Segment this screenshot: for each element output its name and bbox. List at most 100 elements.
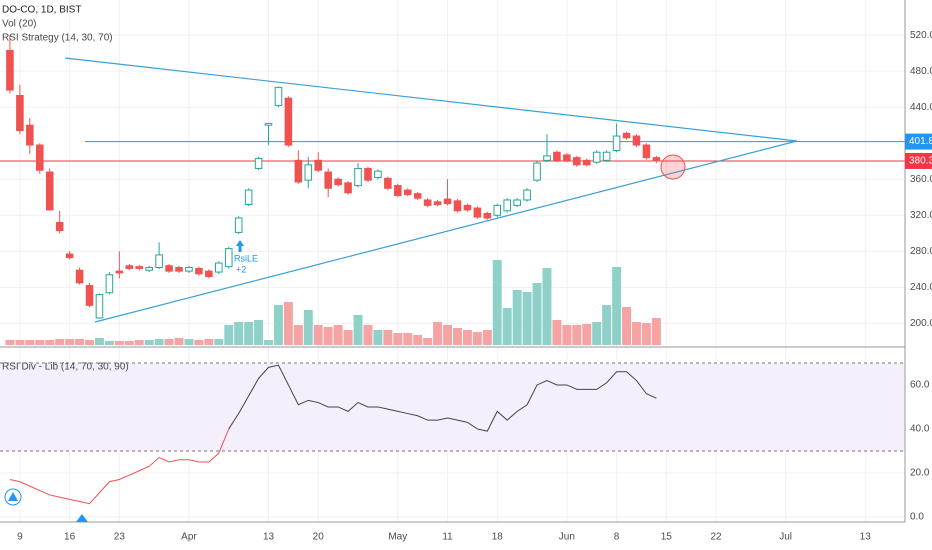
candle-body <box>433 201 442 205</box>
y-tick-label: 520.0 <box>910 30 932 41</box>
x-tick-label: Apr <box>181 532 197 543</box>
volume-bar <box>383 330 393 345</box>
x-tick-label: 18 <box>492 532 504 543</box>
volume-bar <box>343 330 353 345</box>
volume-bar <box>462 330 472 345</box>
volume-bar <box>472 332 482 345</box>
candle-body <box>125 265 134 269</box>
candle-body <box>205 270 213 278</box>
volume-bar <box>413 335 423 345</box>
volume-bar <box>592 322 602 345</box>
volume-bar <box>154 339 164 345</box>
volume-bar <box>5 340 15 345</box>
trend-line <box>64 57 798 142</box>
candle-body <box>324 171 332 189</box>
volume-bar <box>25 340 35 345</box>
candle-body <box>85 285 94 306</box>
volume-bar <box>134 340 144 345</box>
y-tick-label: 0.0 <box>910 512 924 523</box>
volume-bar <box>293 325 303 345</box>
volume-bar <box>393 333 403 345</box>
candle-body <box>443 198 452 205</box>
candle-body <box>403 189 412 196</box>
candle-body <box>6 49 14 91</box>
candle-body <box>254 158 263 169</box>
candle-body <box>75 269 84 284</box>
marker-circle <box>660 154 686 180</box>
x-tick-label: Jun <box>559 532 575 543</box>
y-tick-label: 20.0 <box>910 468 930 479</box>
volume-bar <box>55 339 65 345</box>
rsi-band <box>0 362 905 451</box>
volume-bar <box>75 339 85 345</box>
volume-bar <box>333 325 343 345</box>
y-tick-label: 40.0 <box>910 424 930 435</box>
candle-body <box>115 270 124 274</box>
volume-bar <box>562 325 572 345</box>
volume-bar <box>104 341 114 345</box>
candle-body <box>533 162 541 181</box>
volume-bar <box>512 290 522 345</box>
signal-label: RsiLE <box>234 253 258 263</box>
x-tick-label: 13 <box>860 532 872 543</box>
volume-bar <box>184 339 194 345</box>
candle-body <box>354 167 362 187</box>
candle-body <box>473 207 482 218</box>
volume-bar <box>114 341 124 345</box>
candle-body <box>493 204 502 216</box>
volume-bar <box>622 307 632 345</box>
candle-body <box>642 144 651 159</box>
volume-bar <box>94 338 104 345</box>
candle-body <box>35 144 44 171</box>
trend-line <box>94 140 798 323</box>
candle-body <box>413 193 422 199</box>
volume-bar <box>373 330 383 345</box>
y-tick-label: 240.0 <box>910 282 932 293</box>
candle-body <box>55 221 64 232</box>
chart-title: DO-CO, 1D, BIST <box>2 5 81 16</box>
x-tick-label: 16 <box>64 532 76 543</box>
volume-bar <box>45 340 55 345</box>
x-tick-label: 8 <box>614 532 620 543</box>
x-tick-label: May <box>388 532 407 543</box>
volume-bar <box>582 324 592 345</box>
candle-body <box>394 185 402 196</box>
volume-bar <box>502 308 512 345</box>
volume-bar <box>283 302 293 345</box>
candle-body <box>582 159 591 166</box>
candle-body <box>652 157 661 162</box>
volume-bar <box>303 310 313 345</box>
candle-body <box>224 248 233 268</box>
x-tick-label: 22 <box>710 532 722 543</box>
candle-body <box>344 182 352 194</box>
volume-bar <box>433 322 443 345</box>
candle-body <box>503 199 511 212</box>
candle-body <box>234 217 243 233</box>
candle-body <box>45 171 54 211</box>
candle-body <box>632 135 641 146</box>
volume-bar <box>224 325 234 345</box>
volume-bar <box>214 339 224 345</box>
y-tick-label: 200.0 <box>910 318 932 329</box>
candle-body <box>264 122 273 126</box>
candle-body <box>65 253 74 259</box>
volume-bar <box>323 327 333 345</box>
candle-body <box>105 274 114 294</box>
x-tick-label: 20 <box>313 532 325 543</box>
volume-bar <box>572 325 582 345</box>
y-tick-label: 60.0 <box>910 380 930 391</box>
y-tick-label: 320.0 <box>910 210 932 221</box>
volume-bar <box>204 339 214 345</box>
volume-bar <box>612 267 622 345</box>
price-tag <box>905 133 932 150</box>
x-tick-label: 13 <box>263 532 275 543</box>
candle-body <box>463 204 472 211</box>
volume-bar <box>423 338 433 345</box>
indicator-label: Vol (20) <box>2 19 36 30</box>
price-tag <box>905 152 932 169</box>
volume-bar <box>65 339 75 345</box>
volume-bar <box>85 340 94 345</box>
